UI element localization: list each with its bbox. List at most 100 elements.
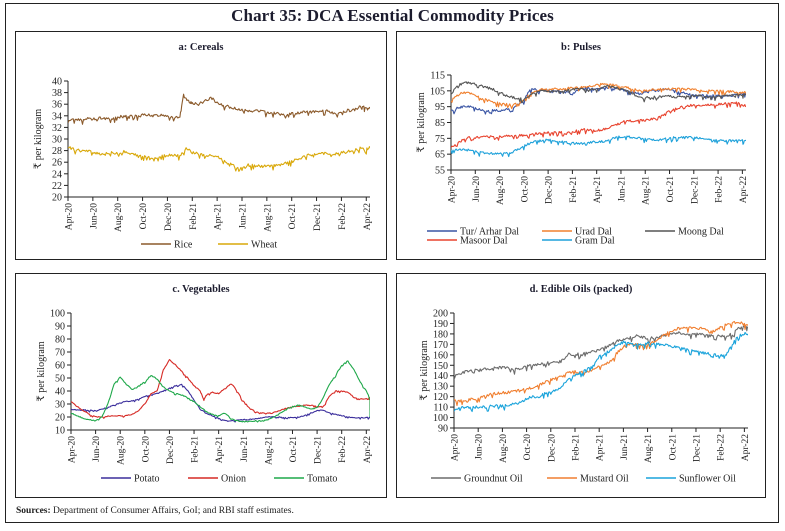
chart-vegetables: c. Vegetables ₹ per kilogram 10 20 30 40 50 60 7… xyxy=(36,284,373,485)
y-tick-label: 130 xyxy=(433,382,448,393)
y-tick-label: 26 xyxy=(52,158,62,169)
legend-label: Masoor Dal xyxy=(460,236,508,247)
x-tick-label: Feb-22 xyxy=(338,203,348,230)
panel-edible-oils: d. Edible Oils (packed) ₹ per kilogram 90 1… xyxy=(396,273,766,498)
legend-item: Wheat xyxy=(218,240,277,251)
series-line-tur-arhar-dal xyxy=(451,86,746,115)
sources-note: Sources: Department of Consumer Affairs,… xyxy=(16,506,294,516)
x-tick-label: Apr-22 xyxy=(363,436,373,463)
legend-item: Mustard Oil xyxy=(547,474,629,485)
series-line-rice xyxy=(68,93,370,125)
x-tick-label: Apr-22 xyxy=(739,176,749,203)
series-line-mustard-oil xyxy=(454,320,748,407)
y-tick-label: 38 xyxy=(52,88,62,99)
x-tick-label: Oct-20 xyxy=(523,434,533,461)
legend-label: Rice xyxy=(174,240,193,251)
y-tick-label: 90 xyxy=(55,322,65,333)
x-tick-label: Jun-21 xyxy=(238,203,248,229)
series-line-onion xyxy=(71,359,370,419)
y-tick-label: 30 xyxy=(55,400,65,411)
y-axis-label: ₹ per kilogram xyxy=(33,109,44,169)
x-tick-label: Dec-20 xyxy=(166,436,176,464)
series-line-masoor-dal xyxy=(451,101,746,148)
legend-item: Rice xyxy=(141,240,193,251)
y-tick-label: 10 xyxy=(55,426,65,437)
legend-item: Potato xyxy=(101,474,160,485)
legend-label: Sunflower Oil xyxy=(679,474,736,485)
y-tick-label: 85 xyxy=(435,118,445,129)
y-tick-label: 75 xyxy=(435,134,445,145)
x-tick-label: Apr-20 xyxy=(448,176,458,203)
y-tick-label: 24 xyxy=(52,169,62,180)
chart-pulses: b: Pulses ₹ per kilogram 55 65 75 85 95 105 115 A… xyxy=(416,42,749,247)
y-tick-label: 90 xyxy=(438,424,448,435)
y-tick-label: 65 xyxy=(435,150,445,161)
x-tick-label: Oct-21 xyxy=(288,203,298,230)
x-tick-label: Dec-21 xyxy=(313,203,323,231)
series-line-urad-dal xyxy=(451,82,746,110)
x-tick-label: Aug-21 xyxy=(642,176,652,205)
x-tick-label: Apr-21 xyxy=(596,434,606,461)
legend-label: Potato xyxy=(134,474,160,485)
x-tick-label: Feb-21 xyxy=(571,434,581,461)
figure-frame xyxy=(5,3,779,523)
series-line-moong-dal xyxy=(451,81,746,104)
series-line-potato xyxy=(71,383,370,423)
y-tick-label: 200 xyxy=(433,309,448,320)
legend-label: Tur/ Arhar Dal xyxy=(460,227,519,238)
x-tick-label: Oct-20 xyxy=(520,176,530,203)
legend-item: Onion xyxy=(188,474,246,485)
x-tick-label: Oct-20 xyxy=(139,203,149,230)
y-axis-label: ₹ per kilogram xyxy=(36,341,47,401)
y-tick-label: 50 xyxy=(55,374,65,385)
x-tick-label: Dec-20 xyxy=(164,203,174,231)
x-tick-label: Apr-21 xyxy=(593,176,603,203)
y-tick-label: 80 xyxy=(55,335,65,346)
chart-cereals: a: Cereals ₹ per kilogram 2022242628303234… xyxy=(33,42,373,251)
y-axis-label: ₹ per kilogram xyxy=(416,92,427,152)
y-tick-label: 40 xyxy=(55,387,65,398)
series-line-sunflower-oil xyxy=(454,332,748,413)
x-tick-label: Dec-21 xyxy=(690,176,700,204)
y-tick-label: 95 xyxy=(435,102,445,113)
series-line-wheat xyxy=(68,146,370,172)
x-tick-label: Aug-21 xyxy=(644,434,654,463)
chart-title: a: Cereals xyxy=(179,42,224,53)
y-tick-label: 105 xyxy=(430,86,445,97)
panel-pulses: b: Pulses ₹ per kilogram 55 65 75 85 95 105 115 A… xyxy=(396,31,766,260)
x-tick-label: Aug-21 xyxy=(263,203,273,232)
legend-item: Urad Dal xyxy=(542,227,612,238)
y-tick-label: 150 xyxy=(433,361,448,372)
x-tick-label: Aug-21 xyxy=(264,436,274,465)
legend-item: Masoor Dal xyxy=(427,236,508,247)
chart-title: c. Vegetables xyxy=(172,284,229,295)
y-tick-label: 55 xyxy=(435,166,445,177)
y-tick-label: 115 xyxy=(430,71,445,82)
figure-title: Chart 35: DCA Essential Commodity Prices xyxy=(231,6,554,25)
y-tick-label: 20 xyxy=(52,193,62,204)
y-tick-label: 100 xyxy=(50,309,65,320)
x-tick-label: Oct-21 xyxy=(668,434,678,461)
y-tick-label: 34 xyxy=(52,111,62,122)
x-tick-label: Jun-21 xyxy=(240,436,250,462)
legend-item: Gram Dal xyxy=(542,236,615,247)
x-tick-label: Jun-20 xyxy=(92,436,102,462)
x-tick-label: Oct-20 xyxy=(141,436,151,463)
y-tick-label: 170 xyxy=(433,340,448,351)
x-tick-label: Feb-22 xyxy=(717,434,727,461)
x-tick-label: Jun-20 xyxy=(475,434,485,460)
x-tick-label: Aug-20 xyxy=(496,176,506,205)
y-tick-label: 60 xyxy=(55,361,65,372)
chart-title: d. Edible Oils (packed) xyxy=(530,284,633,295)
x-tick-label: Aug-20 xyxy=(114,203,124,232)
x-tick-label: Apr-20 xyxy=(451,434,461,461)
y-tick-label: 36 xyxy=(52,100,62,111)
legend-label: Moong Dal xyxy=(678,227,724,238)
x-tick-label: Apr-22 xyxy=(741,434,751,461)
y-tick-label: 40 xyxy=(52,77,62,88)
y-axis-label: ₹ per kilogram xyxy=(419,340,430,400)
y-tick-label: 32 xyxy=(52,123,62,134)
legend-label: Urad Dal xyxy=(575,227,612,238)
x-tick-label: Feb-22 xyxy=(715,176,725,203)
sources-text: Department of Consumer Affairs, GoI; and… xyxy=(53,506,294,516)
